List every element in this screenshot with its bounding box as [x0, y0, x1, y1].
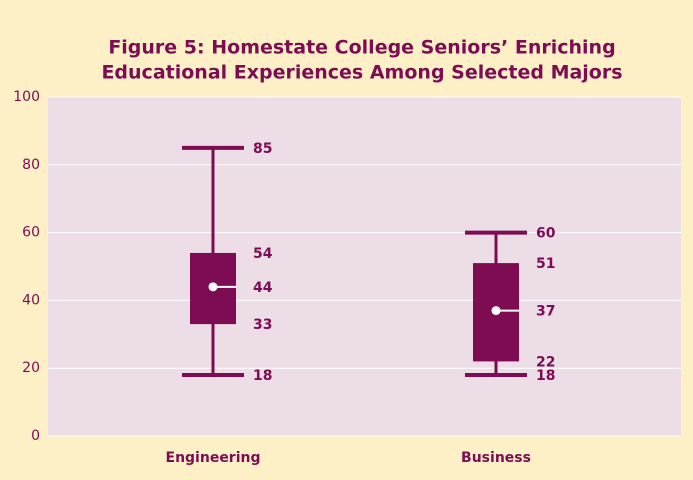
y-tick-label: 0 — [31, 428, 40, 444]
value-label: 85 — [253, 141, 272, 157]
y-tick-label: 40 — [22, 292, 40, 308]
value-label: 18 — [536, 368, 555, 384]
median — [491, 306, 501, 316]
value-label: 33 — [253, 317, 272, 333]
value-label: 54 — [253, 246, 273, 262]
chart-title: Figure 5: Homestate College Seniors’ Enr… — [108, 37, 615, 59]
y-tick-label: 100 — [13, 89, 40, 105]
median — [208, 282, 218, 292]
plot-area — [48, 97, 681, 436]
value-label: 18 — [253, 368, 272, 384]
y-tick-label: 60 — [22, 225, 40, 241]
y-tick-label: 20 — [22, 360, 40, 376]
y-tick-label: 80 — [22, 157, 40, 173]
value-label: 60 — [536, 226, 556, 242]
chart-title: Educational Experiences Among Selected M… — [101, 62, 622, 84]
x-tick-label: Engineering — [166, 450, 261, 466]
x-tick-label: Business — [461, 450, 531, 466]
value-label: 37 — [536, 304, 555, 320]
value-label: 44 — [253, 280, 273, 296]
value-label: 22 — [536, 354, 555, 370]
value-label: 51 — [536, 256, 555, 272]
